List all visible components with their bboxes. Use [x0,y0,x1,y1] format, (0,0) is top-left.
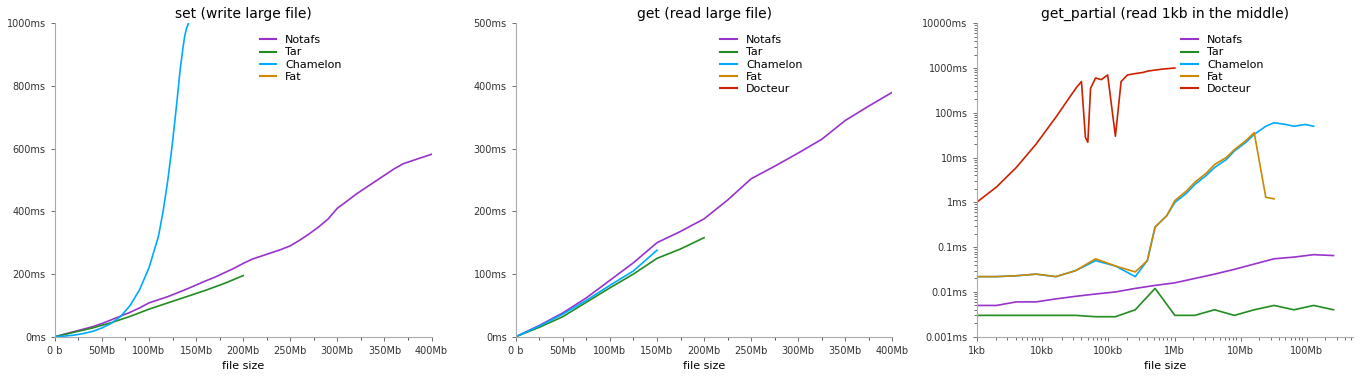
Legend: Notafs, Tar, Chamelon, Fat, Docteur: Notafs, Tar, Chamelon, Fat, Docteur [717,32,806,98]
Title: get (read large file): get (read large file) [636,7,771,21]
X-axis label: file size: file size [1144,361,1186,371]
Title: set (write large file): set (write large file) [175,7,311,21]
X-axis label: file size: file size [683,361,725,371]
Title: get_partial (read 1kb in the middle): get_partial (read 1kb in the middle) [1040,7,1289,21]
Legend: Notafs, Tar, Chamelon, Fat, Docteur: Notafs, Tar, Chamelon, Fat, Docteur [1178,32,1266,98]
Legend: Notafs, Tar, Chamelon, Fat: Notafs, Tar, Chamelon, Fat [256,32,345,85]
X-axis label: file size: file size [222,361,264,371]
